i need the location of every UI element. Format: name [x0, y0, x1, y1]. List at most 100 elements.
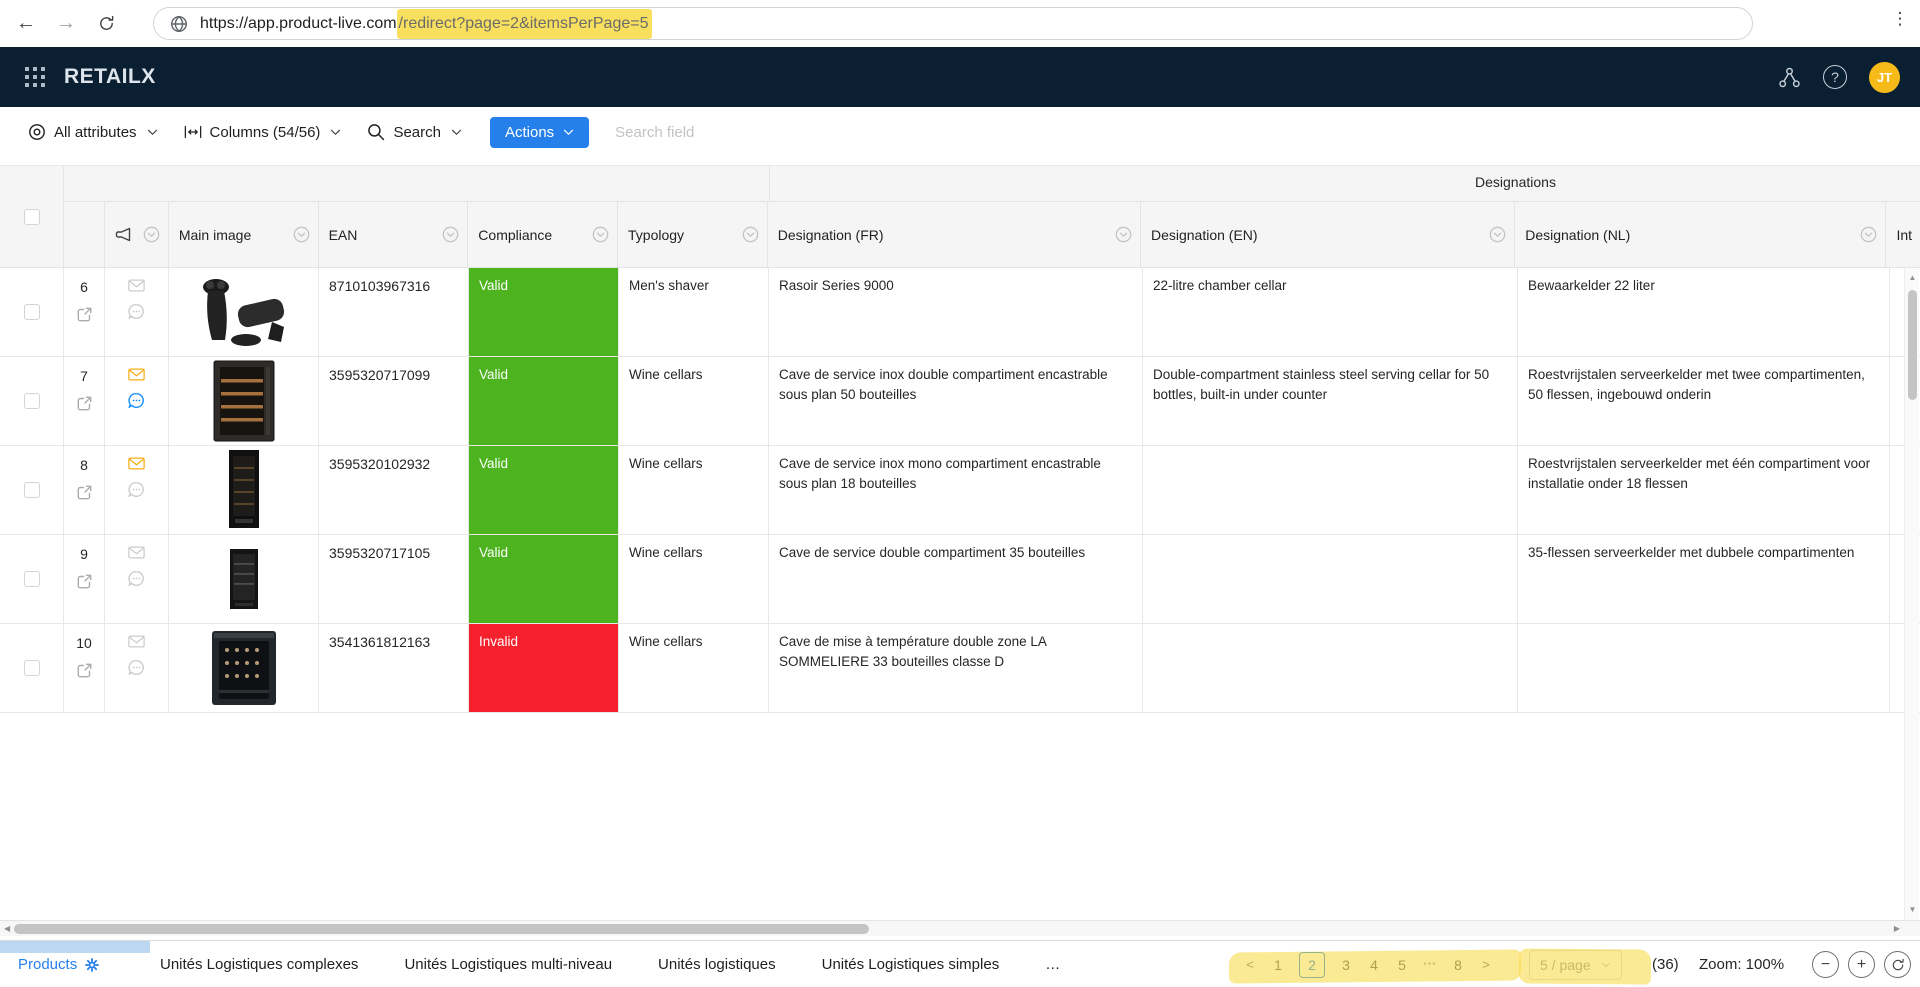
zoom-in-button[interactable]: + — [1848, 951, 1875, 978]
browser-back-icon[interactable]: ← — [16, 12, 36, 34]
products-table: Designations Main image EAN Compliance T… — [0, 165, 1920, 920]
row-number: 6 — [80, 279, 88, 295]
pagination-page-1[interactable]: 1 — [1274, 956, 1282, 973]
search-dropdown[interactable]: Search — [367, 123, 462, 141]
tab-unites-logistiques-multi-niveau[interactable]: Unités Logistiques multi-niveau — [404, 956, 613, 973]
search-field-input[interactable] — [615, 123, 936, 141]
apps-grid-icon[interactable] — [24, 66, 46, 88]
pagination-page-5[interactable]: 5 — [1398, 956, 1406, 973]
tab-unites-logistiques[interactable]: Unités logistiques — [658, 956, 776, 973]
brand-logo: RETAILX — [64, 65, 156, 88]
header-designation-en: Designation (EN) — [1141, 202, 1516, 267]
tab-products[interactable]: Products — [18, 941, 100, 987]
scroll-up-icon[interactable]: ▲ — [1908, 273, 1917, 282]
designation-fr-cell: Cave de mise à température double zone L… — [769, 624, 1143, 712]
column-menu-icon[interactable] — [143, 226, 160, 243]
select-all-checkbox[interactable] — [23, 209, 40, 225]
product-image-wine-cabinet[interactable] — [169, 357, 319, 445]
browser-forward-icon[interactable]: → — [56, 12, 76, 34]
refresh-button[interactable] — [1884, 951, 1911, 978]
scroll-right-icon[interactable]: ▶ — [1893, 924, 1900, 933]
product-image-tall-cellar[interactable] — [169, 446, 319, 534]
envelope-icon[interactable] — [128, 277, 145, 294]
column-width-icon — [184, 123, 202, 141]
actions-button[interactable]: Actions — [489, 116, 590, 148]
compliance-cell: Invalid — [469, 624, 619, 712]
url-bar[interactable]: https://app.product-live.com/redirect?pa… — [153, 7, 1753, 40]
row-checkbox[interactable] — [23, 482, 40, 498]
column-menu-icon[interactable] — [442, 226, 459, 243]
pagination-jump-ellipsis[interactable]: ••• — [1423, 959, 1437, 970]
horizontal-scrollbar[interactable]: ◀ ▶ — [0, 920, 1920, 936]
header-row-number — [64, 202, 105, 267]
share-network-icon[interactable] — [1778, 66, 1801, 89]
column-menu-icon[interactable] — [1115, 226, 1132, 243]
column-menu-icon[interactable] — [592, 226, 609, 243]
table-toolbar: All attributes Columns (54/56) Search Ac… — [0, 107, 1920, 157]
chat-bubble-icon[interactable] — [128, 481, 145, 498]
table-row: 9 3595320717105 Valid Wine cellars Cave … — [0, 535, 1920, 624]
browser-menu-icon[interactable]: ⋮ — [1891, 9, 1909, 28]
column-menu-icon[interactable] — [1860, 226, 1877, 243]
site-info-icon[interactable] — [170, 15, 188, 33]
column-menu-icon[interactable] — [742, 226, 759, 243]
pagination-page-8[interactable]: 8 — [1454, 956, 1462, 973]
open-row-icon[interactable] — [76, 484, 93, 501]
tab-unites-logistiques-simples[interactable]: Unités Logistiques simples — [821, 956, 1000, 973]
gear-icon[interactable] — [84, 957, 100, 973]
vertical-scrollbar-thumb[interactable] — [1908, 290, 1917, 400]
scroll-down-icon[interactable]: ▼ — [1908, 905, 1917, 914]
tab-more-ellipsis[interactable]: … — [1045, 956, 1061, 973]
designation-nl-cell: Roestvrijstalen serveerkelder met twee c… — [1518, 357, 1890, 445]
open-row-icon[interactable] — [76, 306, 93, 323]
help-icon[interactable]: ? — [1823, 65, 1847, 89]
pagination-page-2-active[interactable]: 2 — [1299, 951, 1325, 978]
pagination-next-icon[interactable]: > — [1482, 957, 1490, 972]
tab-unites-logistiques-complexes[interactable]: Unités Logistiques complexes — [160, 956, 359, 973]
open-row-icon[interactable] — [76, 573, 93, 590]
designation-en-cell — [1143, 535, 1518, 623]
chat-bubble-icon[interactable] — [128, 659, 145, 676]
header-main-image: Main image — [169, 202, 319, 267]
horizontal-scrollbar-thumb[interactable] — [14, 924, 869, 934]
ean-cell: 3595320102932 — [319, 446, 469, 534]
pagination: < 1 2 3 4 5 ••• 8 > — [1243, 941, 1493, 987]
designation-nl-cell: Roestvrijstalen serveerkelder met één co… — [1518, 446, 1890, 534]
envelope-icon[interactable] — [128, 366, 145, 383]
zoom-out-button[interactable]: − — [1812, 951, 1839, 978]
page-size-value: 5 / page — [1540, 957, 1591, 973]
all-attributes-dropdown[interactable]: All attributes — [28, 123, 158, 141]
open-row-icon[interactable] — [76, 395, 93, 412]
vertical-scrollbar[interactable]: ▲ ▼ — [1904, 268, 1919, 920]
product-image-small-cellar[interactable] — [169, 535, 319, 623]
pagination-page-4[interactable]: 4 — [1370, 956, 1378, 973]
chevron-down-icon — [330, 129, 341, 136]
pagination-prev-icon[interactable]: < — [1246, 957, 1254, 972]
open-row-icon[interactable] — [76, 662, 93, 679]
columns-dropdown[interactable]: Columns (54/56) — [184, 123, 342, 141]
envelope-icon[interactable] — [128, 544, 145, 561]
chevron-down-icon — [1601, 962, 1611, 968]
search-icon — [367, 123, 385, 141]
compliance-cell: Valid — [469, 446, 619, 534]
designation-fr-cell: Cave de service inox mono compartiment e… — [769, 446, 1143, 534]
page-size-select[interactable]: 5 / page — [1529, 950, 1622, 980]
chat-bubble-icon[interactable] — [128, 303, 145, 320]
scroll-left-icon[interactable]: ◀ — [4, 924, 11, 933]
chat-bubble-icon[interactable] — [128, 570, 145, 587]
envelope-icon[interactable] — [128, 455, 145, 472]
column-menu-icon[interactable] — [1489, 226, 1506, 243]
pagination-page-3[interactable]: 3 — [1342, 956, 1350, 973]
column-menu-icon[interactable] — [293, 226, 310, 243]
row-checkbox[interactable] — [23, 304, 40, 320]
user-avatar[interactable]: JT — [1869, 61, 1900, 93]
envelope-icon[interactable] — [128, 633, 145, 650]
row-checkbox[interactable] — [23, 660, 40, 676]
product-image-wine-fridge[interactable] — [169, 624, 319, 712]
product-image-shaver[interactable] — [169, 268, 319, 356]
chat-bubble-icon[interactable] — [128, 392, 145, 409]
browser-reload-icon[interactable] — [92, 10, 120, 38]
table-row: 8 3595320102932 Valid Wine cellars Cave … — [0, 446, 1920, 535]
row-checkbox[interactable] — [23, 571, 40, 587]
row-checkbox[interactable] — [23, 393, 40, 409]
